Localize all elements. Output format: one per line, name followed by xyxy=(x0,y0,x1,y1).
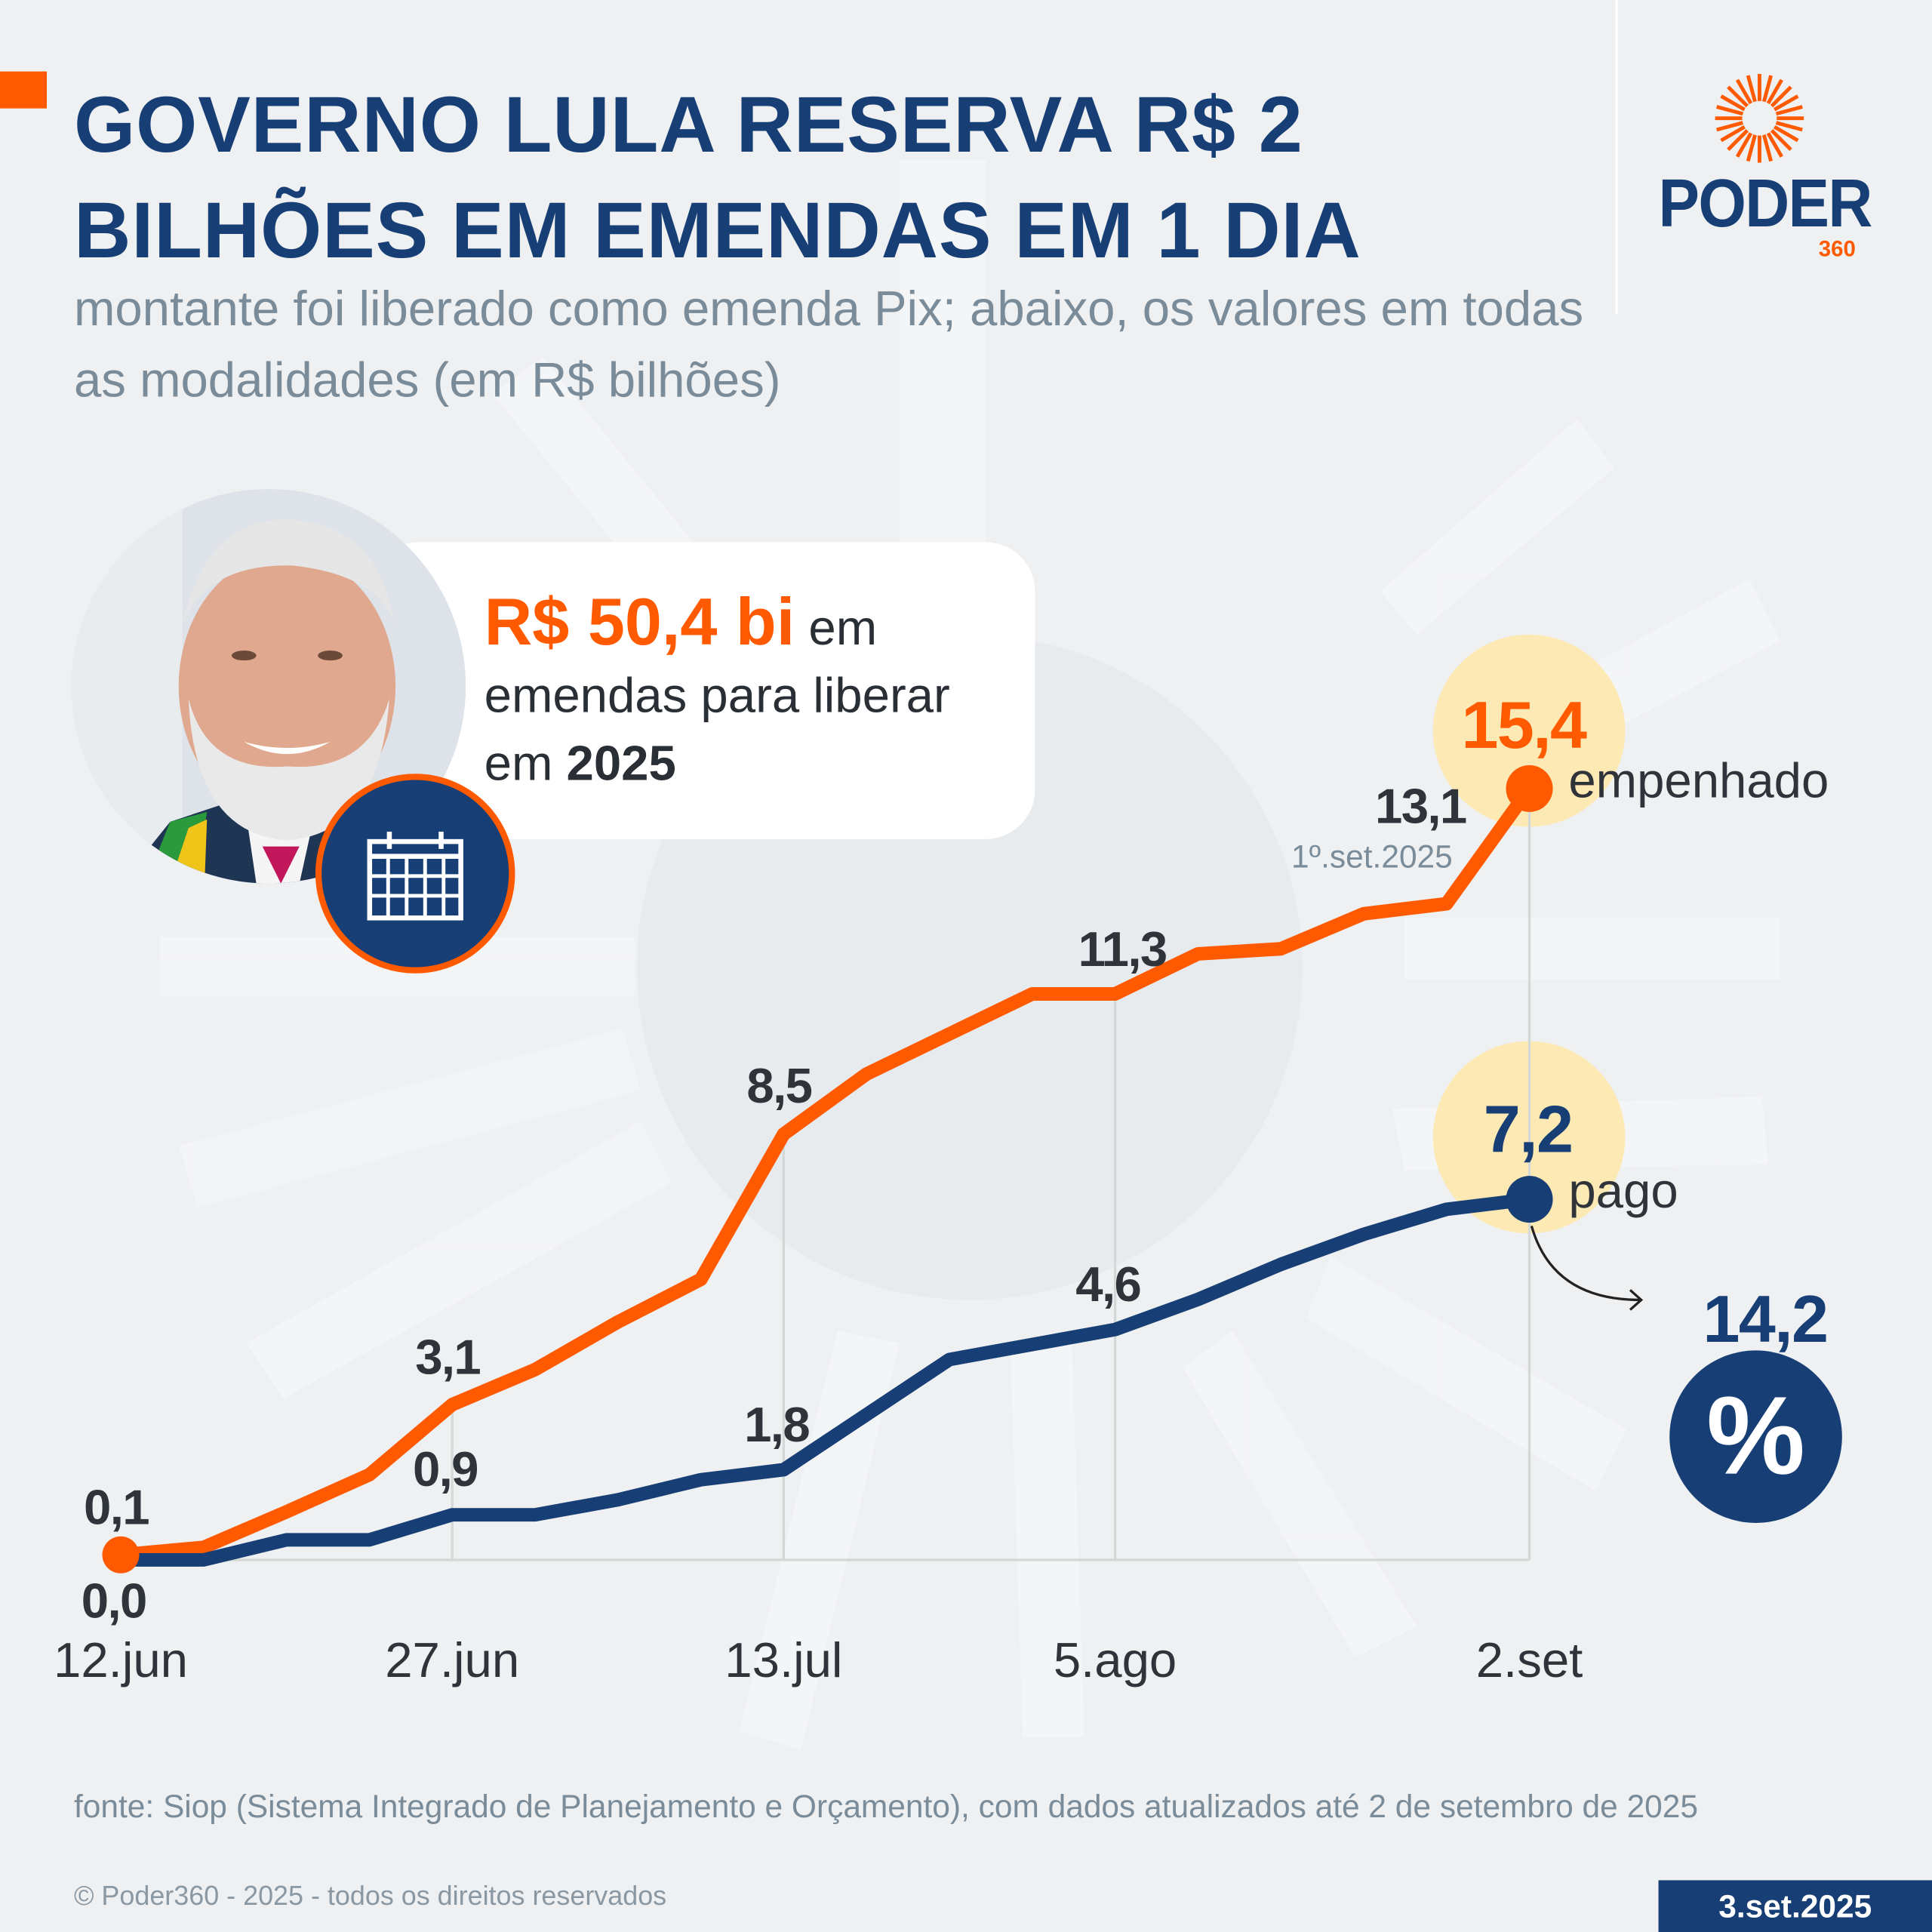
series-line-pago xyxy=(120,1192,1531,1567)
empenhado-data-label: 11,3 xyxy=(1078,922,1168,977)
x-tick-label: 2.set xyxy=(1475,1633,1583,1688)
publish-date: 3.set.2025 xyxy=(1658,1880,1932,1932)
percent-value: 14,2 xyxy=(1703,1282,1829,1357)
copyright: © Poder360 - 2025 - todos os direitos re… xyxy=(73,1880,667,1912)
divider xyxy=(1615,0,1618,315)
start-marker-empenhado xyxy=(102,1536,140,1574)
calendar-icon xyxy=(367,832,463,921)
empenhado-data-label: 8,5 xyxy=(746,1060,813,1115)
accent-bar xyxy=(0,71,48,109)
logo-text: PODER xyxy=(1658,165,1873,242)
logo-suffix: 360 xyxy=(1818,236,1856,262)
calendar-badge xyxy=(315,774,515,974)
date-note: 1º.set.2025 xyxy=(1291,838,1453,875)
callout-amount: R$ 50,4 bi xyxy=(484,585,795,660)
x-tick-label: 5.ago xyxy=(1053,1633,1177,1688)
empenhado-data-label: 0,1 xyxy=(84,1481,150,1536)
x-tick-label: 13.jul xyxy=(724,1633,843,1688)
callout-year: 2025 xyxy=(566,737,676,792)
end-marker-pago xyxy=(1506,1176,1553,1223)
subtitle: montante foi liberado como emenda Pix; a… xyxy=(73,281,1584,408)
callout-body: em emendas para liberar em xyxy=(484,601,950,792)
x-tick-label: 12.jun xyxy=(54,1633,188,1688)
pago-final-value: 7,2 xyxy=(1483,1093,1574,1168)
empenhado-data-label: 13,1 xyxy=(1375,780,1467,835)
end-marker-empenhado xyxy=(1506,764,1553,812)
callout-text: R$ 50,4 bi em emendas para liberar em 20… xyxy=(485,589,1026,798)
empenhado-final-value: 15,4 xyxy=(1461,688,1587,763)
pago-data-label: 0,9 xyxy=(412,1443,479,1498)
legend-empenhado: empenhado xyxy=(1568,754,1829,809)
x-tick-label: 27.jun xyxy=(385,1633,520,1688)
poder360-sun-logo-icon xyxy=(1715,73,1804,163)
arrow-icon xyxy=(1530,1226,1644,1311)
source-note: fonte: Siop (Sistema Integrado de Planej… xyxy=(73,1787,1699,1825)
callout-card xyxy=(369,542,1035,839)
empenhado-data-label: 3,1 xyxy=(415,1331,481,1386)
pago-data-label: 0,0 xyxy=(81,1574,148,1629)
series-line-empenhado xyxy=(120,784,1535,1562)
page-title: GOVERNO LULA RESERVA R$ 2 BILHÕES EM EME… xyxy=(73,80,1361,275)
pago-data-label: 4,6 xyxy=(1075,1257,1142,1312)
legend-pago: pago xyxy=(1568,1164,1678,1219)
pago-data-label: 1,8 xyxy=(744,1398,811,1453)
percent-icon: % xyxy=(1669,1350,1842,1523)
